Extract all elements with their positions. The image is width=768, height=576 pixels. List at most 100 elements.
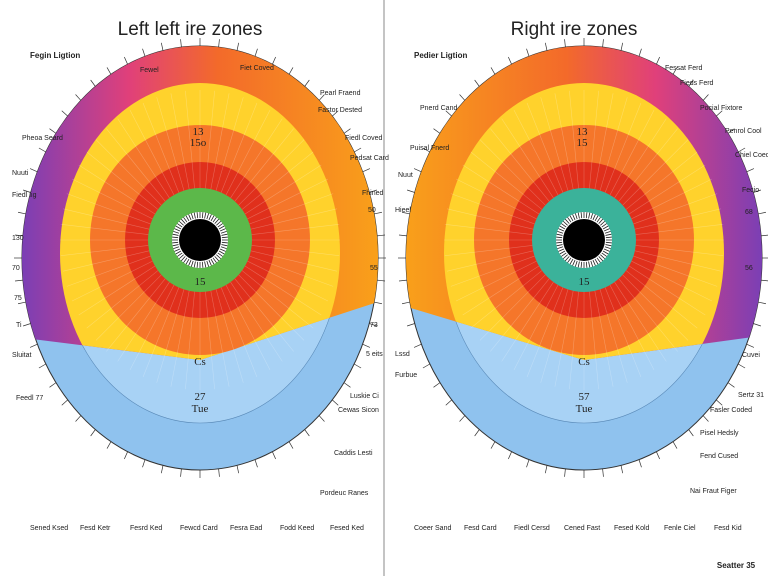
rim-tick	[672, 441, 678, 449]
fiber	[170, 290, 190, 387]
fiber	[455, 260, 537, 302]
fiber	[129, 284, 175, 371]
fiber	[78, 164, 156, 215]
rim-tick	[236, 465, 240, 474]
rim-tick	[369, 189, 378, 193]
fiber	[594, 93, 614, 190]
rim-tick	[254, 459, 258, 468]
fiber	[241, 270, 314, 329]
rim-tick	[459, 94, 466, 101]
zone-number: 15	[195, 276, 207, 288]
zone-label: Puisal Fnerd	[410, 145, 449, 152]
rim-tick	[737, 363, 746, 369]
pupil-ray	[196, 261, 199, 268]
pupil-ray	[204, 212, 207, 219]
pupil-ray	[175, 225, 182, 230]
rim-tick	[272, 451, 276, 460]
legend-heading: Pedier Ligtion	[414, 51, 467, 60]
fiber	[129, 109, 175, 196]
fiber	[622, 274, 689, 341]
fiber	[60, 224, 149, 235]
zone-number: 57	[579, 391, 591, 403]
rim-tick	[433, 128, 441, 134]
fiber	[95, 274, 162, 341]
footer: Seatter 35	[717, 561, 756, 570]
rim-tick	[490, 67, 496, 75]
pupil-ray	[590, 213, 594, 220]
pupil-ray	[188, 259, 192, 266]
pupil-ray	[210, 258, 215, 265]
fiber	[479, 274, 546, 341]
pupil-ray	[605, 233, 612, 236]
rim-tick	[433, 382, 441, 388]
pupil-ray	[600, 254, 606, 260]
zone-label: Nuut	[398, 172, 413, 179]
zone-label: Lssd	[395, 351, 410, 358]
rim-tick	[620, 465, 624, 474]
pupil-ray	[196, 212, 199, 219]
pupil-ray	[173, 246, 180, 250]
pupil-ray	[557, 246, 564, 250]
rim-tick	[343, 128, 351, 134]
rim-tick	[49, 382, 57, 388]
pupil-ray	[601, 252, 607, 257]
fiber	[62, 208, 150, 230]
pupil-ray	[220, 230, 227, 234]
bottom-note: Fesed Kold	[614, 525, 650, 532]
pupil-ray	[172, 244, 179, 247]
zone-label: 73	[370, 322, 378, 329]
zone-label: 75	[14, 295, 22, 302]
fiber	[540, 97, 569, 191]
bottom-note: Fesed Ked	[330, 525, 364, 532]
zone-label: Feedl 77	[16, 395, 43, 402]
pupil-ray	[221, 233, 228, 236]
fiber	[569, 90, 579, 189]
rim-tick	[544, 465, 548, 474]
pupil-ray	[594, 215, 599, 222]
rim-tick	[422, 147, 431, 153]
pupil-ray	[588, 261, 591, 268]
rim-tick	[474, 79, 480, 87]
pupil	[179, 219, 221, 261]
rim-tick	[124, 451, 128, 460]
pupil-ray	[559, 250, 566, 255]
zone-label: 56	[745, 265, 753, 272]
fiber	[71, 260, 153, 302]
pupil-ray	[210, 215, 215, 222]
pupil-ray	[190, 213, 194, 220]
fiber	[210, 290, 230, 387]
rim-tick	[398, 279, 408, 282]
fiber	[604, 102, 642, 193]
fiber	[479, 139, 546, 206]
zone-label: Fend Cused	[700, 453, 738, 460]
fiber	[230, 281, 283, 362]
pupil-ray	[590, 260, 594, 267]
rim-tick	[374, 301, 383, 305]
pupil-ray	[569, 215, 574, 222]
bottom-note: Coeer Sand	[414, 525, 451, 532]
fiber	[446, 250, 534, 272]
pupil-ray	[219, 228, 226, 232]
pupil-ray	[562, 220, 568, 226]
rim-tick	[353, 147, 362, 153]
zone-label: Pedsat Card	[350, 155, 389, 162]
pupil-ray	[214, 218, 220, 224]
zone-label: Fieds Ferd	[680, 80, 714, 87]
fiber	[634, 208, 722, 230]
rim-tick	[672, 67, 678, 75]
pupil-ray	[208, 214, 212, 221]
rim-tick	[38, 147, 47, 153]
fiber	[220, 102, 258, 193]
fiber	[66, 193, 151, 225]
rim-tick	[445, 399, 452, 406]
rim-tick	[508, 56, 512, 65]
zone-label: Cewas Sicon	[338, 407, 379, 414]
pupil-ray	[208, 259, 212, 266]
rim-tick	[422, 363, 431, 369]
fiber	[444, 245, 533, 256]
pupil-ray	[221, 244, 228, 247]
rim-tick	[304, 79, 310, 87]
bottom-note: Fesd Ketr	[80, 525, 111, 532]
rim-tick	[758, 211, 767, 215]
fiber	[156, 289, 185, 383]
